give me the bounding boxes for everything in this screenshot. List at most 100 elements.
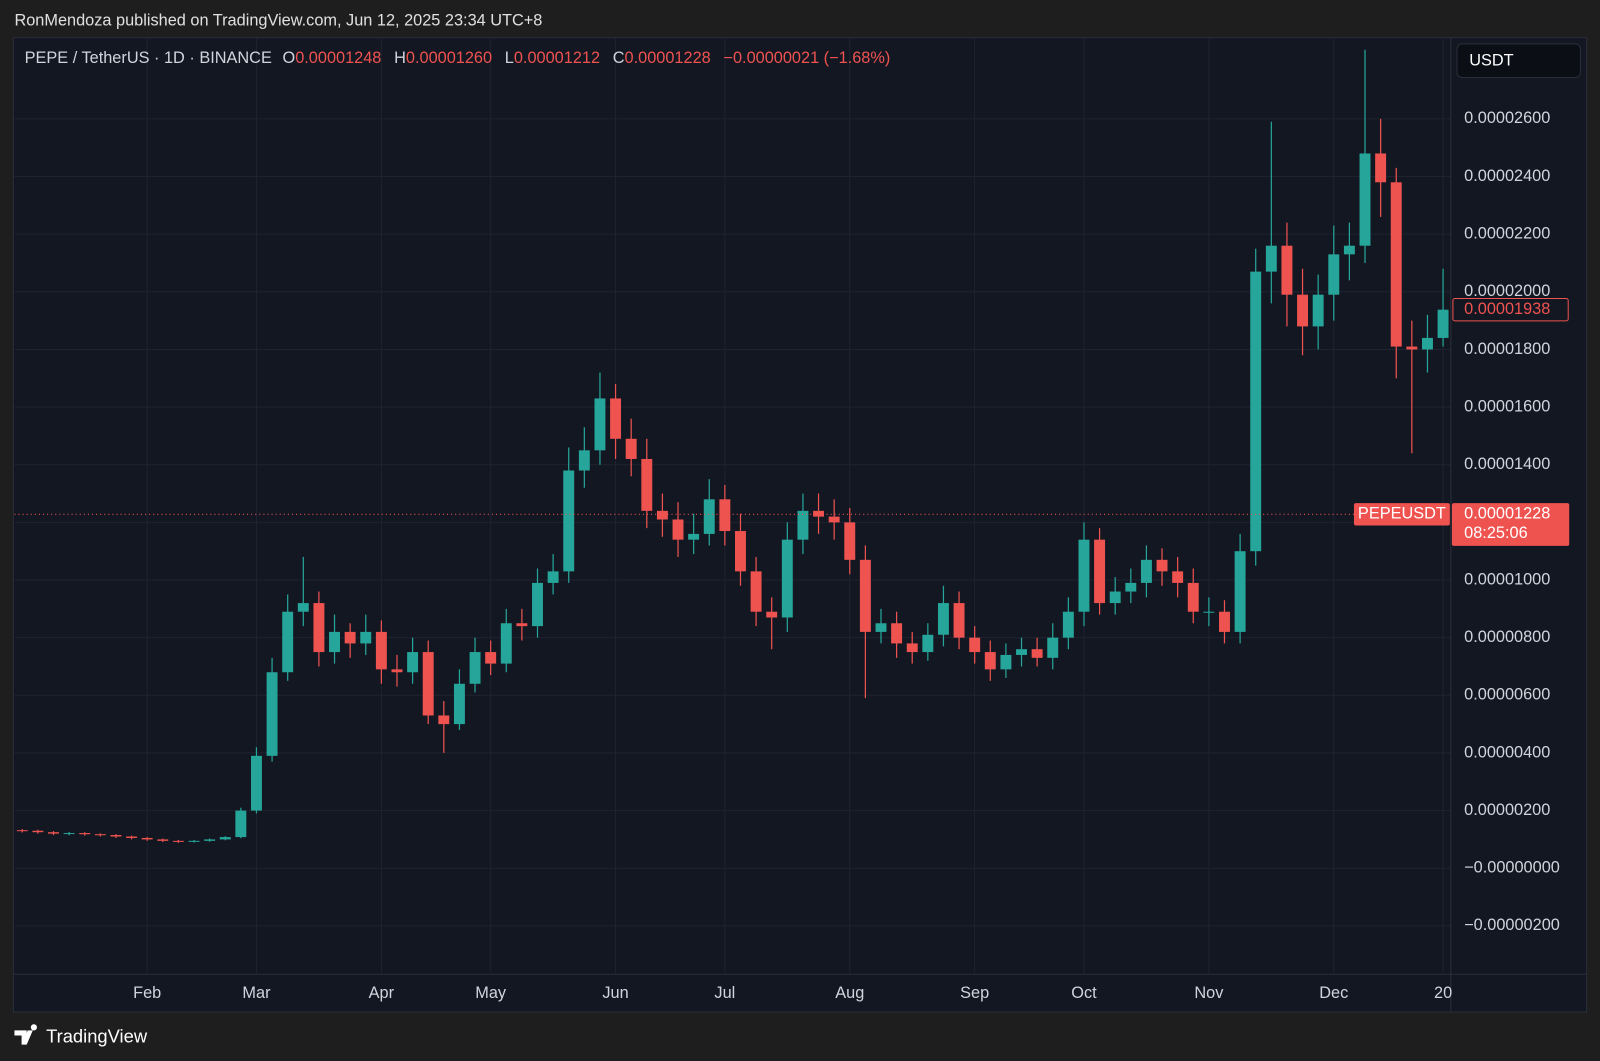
last-price-text: 0.00001938 xyxy=(1464,300,1550,318)
candle-body xyxy=(500,623,512,664)
ohlc-value: 0.00001260 xyxy=(406,49,492,67)
candle-body xyxy=(126,836,138,838)
candle-body xyxy=(329,631,340,653)
candle-body xyxy=(532,582,543,627)
candle-body xyxy=(1250,271,1262,552)
x-tick-label: Oct xyxy=(1071,984,1097,1002)
candle-body xyxy=(485,652,497,664)
candle-body xyxy=(438,715,450,725)
candle-body xyxy=(1375,153,1387,183)
candle-body xyxy=(313,603,325,653)
x-tick-label: Aug xyxy=(835,984,864,1002)
candle-body xyxy=(1265,245,1277,272)
y-tick-label: 0.00001400 xyxy=(1464,455,1550,473)
candle-body xyxy=(79,833,91,835)
ohlc-label: H xyxy=(394,49,406,67)
candle-body xyxy=(391,669,403,673)
symbol-tag-text: PEPEUSDT xyxy=(1358,505,1446,523)
candle-body xyxy=(813,510,825,517)
x-tick-label: May xyxy=(475,984,507,1002)
candle-body xyxy=(1421,337,1433,350)
candle-body xyxy=(1062,611,1074,638)
x-tick-label: Dec xyxy=(1319,984,1348,1002)
candle-body xyxy=(516,623,528,627)
candle-body xyxy=(766,611,778,618)
ohlc-label: L xyxy=(505,49,514,67)
price-tag xyxy=(1451,503,1570,546)
y-tick-label: 0.00000400 xyxy=(1464,743,1550,761)
candle-body xyxy=(1328,254,1340,295)
y-tick-label: −0.00000200 xyxy=(1464,916,1560,934)
candle-body xyxy=(1031,649,1043,658)
y-tick-label: 0.00000600 xyxy=(1464,686,1550,704)
x-tick-label: Jun xyxy=(602,984,628,1002)
candle-body xyxy=(204,839,216,841)
currency-button[interactable] xyxy=(1456,43,1581,79)
candle-body xyxy=(1047,637,1059,658)
candle-body xyxy=(1437,309,1449,338)
y-tick-label: 0.00000800 xyxy=(1464,628,1550,646)
candle-body xyxy=(859,559,871,632)
candle-body xyxy=(641,458,653,511)
candle-body xyxy=(250,755,262,811)
candle-body xyxy=(407,652,419,673)
logo: TradingView xyxy=(14,1024,148,1046)
candle-body xyxy=(297,603,309,612)
legend-header: PEPE / TetherUS · 1D · BINANCE O0.000012… xyxy=(25,49,891,67)
y-tick-label: 0.00002600 xyxy=(1464,109,1550,127)
candle-body xyxy=(797,510,809,540)
candle-body xyxy=(63,833,75,835)
candle-body xyxy=(1094,539,1106,604)
candle-body xyxy=(1281,245,1293,295)
x-tick-label: Mar xyxy=(242,984,271,1002)
candle-body xyxy=(719,499,731,532)
candle-body xyxy=(141,837,153,840)
y-tick-label: −0.00000000 xyxy=(1464,859,1560,877)
symbol: PEPE / TetherUS · 1D · BINANCE xyxy=(25,49,272,67)
y-tick-label: 0.00002400 xyxy=(1464,167,1550,185)
candle-body xyxy=(219,837,231,840)
ohlc-value: 0.00001212 xyxy=(514,49,600,67)
candle-body xyxy=(625,438,637,459)
candle-body xyxy=(735,531,746,572)
candle-body xyxy=(875,623,887,632)
y-tick-label: 0.00001800 xyxy=(1464,340,1550,358)
candle-body xyxy=(1172,571,1184,583)
currency[interactable]: USDT xyxy=(1469,52,1513,70)
candle-body xyxy=(1406,346,1418,350)
countdown: 08:25:06 xyxy=(1464,524,1528,542)
candle-body xyxy=(422,652,434,716)
symbol-tag xyxy=(1353,503,1450,526)
candle-body xyxy=(172,840,184,842)
candle-body xyxy=(188,840,200,842)
candle-body xyxy=(1140,559,1152,583)
candle-body xyxy=(469,652,481,684)
candle-body xyxy=(1343,245,1355,255)
candle-body xyxy=(1312,294,1324,327)
candle-body xyxy=(750,571,762,612)
candle-body xyxy=(1234,551,1246,632)
plot: PEPEUSDT xyxy=(14,38,1451,975)
candle-body xyxy=(453,683,465,725)
candle-body xyxy=(94,834,106,836)
change: −0.00000021 (−1.68%) xyxy=(723,49,890,67)
candle-body xyxy=(969,637,981,653)
logo-mark xyxy=(14,1024,37,1045)
candle-body xyxy=(578,450,590,471)
ohlc-value: 0.00001228 xyxy=(625,49,711,67)
candle-body xyxy=(1297,294,1309,327)
last-price-tag xyxy=(1452,297,1569,322)
candle-body xyxy=(688,533,700,540)
candle-body xyxy=(781,539,793,618)
y-tick-label: 0.00001000 xyxy=(1464,570,1550,588)
candle-body xyxy=(984,652,996,670)
candle-body xyxy=(16,830,28,832)
candle-body xyxy=(282,611,294,673)
candle-body xyxy=(32,830,44,833)
x-tick-label: Sep xyxy=(960,984,989,1002)
candle-body xyxy=(48,832,59,834)
candle-body xyxy=(157,839,169,841)
candle-body xyxy=(937,603,949,635)
candle-body xyxy=(922,634,934,653)
candle-body xyxy=(375,631,387,670)
